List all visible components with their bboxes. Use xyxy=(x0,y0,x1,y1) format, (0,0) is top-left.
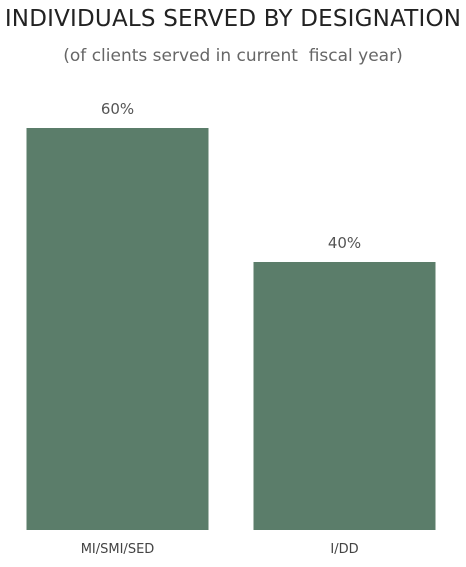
chart-title: INDIVIDUALS SERVED BY DESIGNATION xyxy=(4,6,462,32)
data-label-mi-smi-sed: 60% xyxy=(101,100,134,118)
chart-subtitle: (of clients served in current fiscal yea… xyxy=(63,46,403,66)
bar-mi-smi-sed xyxy=(26,128,209,530)
bar-i-dd xyxy=(253,262,436,530)
category-label-mi-smi-sed: MI/SMI/SED xyxy=(81,542,155,557)
category-label-i-dd: I/DD xyxy=(330,542,358,557)
data-label-i-dd: 40% xyxy=(328,234,361,252)
